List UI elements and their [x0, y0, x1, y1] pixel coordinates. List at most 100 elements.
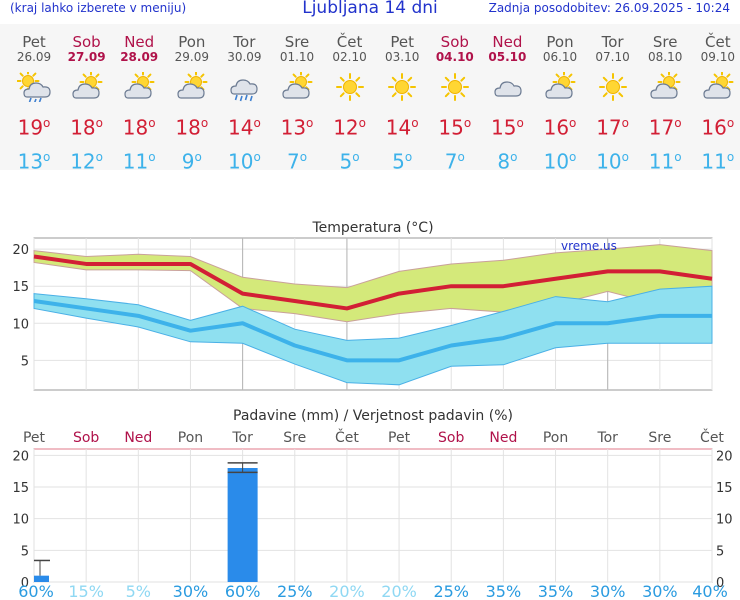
- chart-title: Temperatura (°C): [311, 220, 433, 236]
- x-tick-label: Tor: [596, 430, 618, 446]
- day-column: Ned 28.09 18o 11o: [113, 24, 165, 173]
- day-name: Pet: [390, 33, 414, 51]
- max-temp: 17o: [596, 115, 629, 140]
- day-name: Ned: [492, 33, 523, 51]
- chart-title: Padavine (mm) / Verjetnost padavin (%): [233, 408, 513, 424]
- day-column: Pet 26.09 19o 13o: [8, 24, 60, 173]
- min-temp: 7o: [444, 149, 465, 174]
- probability-label: 60%: [225, 582, 261, 600]
- cloud-icon: [494, 81, 522, 97]
- day-name: Ned: [124, 33, 155, 51]
- probability-label: 35%: [486, 582, 522, 600]
- probability-label: 40%: [692, 582, 728, 600]
- min-temp: 7o: [286, 149, 308, 174]
- y-tick-label: 15: [12, 481, 29, 496]
- sun-cloud-icon: [71, 72, 103, 99]
- sun-icon: [598, 73, 627, 101]
- y-tick-label-right: 5: [716, 544, 724, 559]
- day-date: 08.10: [648, 50, 683, 64]
- x-tick-label: Pon: [543, 430, 568, 446]
- max-temp: 16o: [701, 115, 735, 140]
- day-name: Pon: [178, 33, 206, 51]
- precipitation-chart: Padavine (mm) / Verjetnost padavin (%) Pe…: [12, 408, 733, 600]
- temperature-chart: 5 10 15 20 Temperatura (°C) vreme.us: [12, 220, 713, 391]
- day-column: Sob 04.10 15o 7o: [429, 24, 481, 173]
- y-tick-label: 20: [12, 449, 29, 464]
- sun-cloud-icon: [650, 72, 681, 99]
- min-temp: 10o: [227, 149, 261, 174]
- max-temp: 14o: [227, 115, 261, 140]
- min-temp-line: [33, 299, 712, 363]
- x-tick-label: Sre: [648, 430, 671, 446]
- max-temp: 14o: [385, 115, 419, 140]
- probability-label: 25%: [433, 582, 469, 600]
- sun-icon: [335, 73, 364, 101]
- x-tick-label: Tor: [231, 430, 253, 446]
- min-temp: 11o: [648, 149, 682, 174]
- y-tick-label: 0: [21, 576, 29, 591]
- day-name: Čet: [705, 33, 731, 51]
- day-date: 27.09: [67, 50, 106, 64]
- sun-cloud-icon: [545, 72, 576, 99]
- min-temp: 10o: [596, 149, 629, 174]
- max-temp: 16o: [543, 115, 577, 140]
- day-column: Pon 06.10 16o 10o: [534, 24, 586, 173]
- sun-cloud-rain-icon: [17, 72, 51, 102]
- probability-label: 30%: [642, 582, 678, 600]
- day-date: 02.10: [332, 50, 367, 64]
- day-date: 28.09: [120, 50, 159, 64]
- min-temp: 5o: [339, 149, 360, 174]
- y-tick-label: 10: [12, 513, 29, 528]
- x-tick-label: Čet: [335, 428, 359, 446]
- sun-icon: [388, 73, 417, 101]
- max-temp: 18o: [122, 115, 156, 140]
- probability-label: 30%: [173, 582, 209, 600]
- min-temp: 9o: [181, 149, 202, 174]
- y-tick-label-right: 0: [716, 576, 724, 591]
- precipitation-bar: [227, 468, 258, 582]
- max-temp: 12o: [333, 115, 366, 140]
- day-date: 06.10: [542, 50, 578, 64]
- plot-frame: [33, 448, 713, 583]
- watermark: vreme.us: [561, 239, 617, 253]
- day-date: 30.09: [227, 50, 262, 64]
- max-temp: 19o: [17, 115, 51, 140]
- max-temp: 18o: [70, 115, 103, 140]
- probability-label: 20%: [329, 582, 365, 600]
- day-name: Sre: [284, 33, 310, 51]
- x-tick-label: Ned: [489, 430, 517, 446]
- day-name: Sre: [652, 33, 678, 51]
- min-temp: 13o: [17, 149, 51, 174]
- y-tick-label: 5: [21, 354, 29, 369]
- page-header: (kraj lahko izberete v meniju) Ljubljana…: [0, 0, 740, 22]
- day-name: Čet: [336, 33, 363, 51]
- max-temp: 15o: [438, 115, 472, 140]
- precipitation-bar: [34, 575, 49, 582]
- sun-cloud-icon: [177, 72, 208, 99]
- page-title: Ljubljana 14 dni: [302, 0, 438, 18]
- y-tick-label-right: 10: [716, 513, 733, 528]
- min-temp: 11o: [701, 149, 735, 174]
- y-tick-label: 10: [12, 317, 29, 332]
- x-tick-label: Pon: [178, 430, 203, 446]
- day-column: Pon 29.09 18o 9o: [166, 24, 218, 173]
- min-temp: 12o: [70, 149, 103, 174]
- x-tick-label: Sob: [438, 430, 464, 446]
- y-tick-label: 15: [12, 280, 29, 295]
- x-tick-label: Čet: [700, 428, 724, 446]
- day-name: Sob: [72, 33, 101, 51]
- day-column: Ned 05.10 15o 8o: [481, 24, 533, 173]
- min-temp: 5o: [392, 149, 413, 174]
- forecast-strip: Pet 26.09 19o 13o Sob 27.09 18o 12o Ned 28.09 18o 1…: [0, 24, 740, 173]
- y-tick-label-right: 15: [716, 481, 733, 496]
- x-tick-label: Sob: [73, 430, 99, 446]
- x-tick-label: Ned: [124, 430, 152, 446]
- day-name: Tor: [601, 33, 624, 51]
- probability-label: 20%: [381, 582, 417, 600]
- max-temp: 15o: [490, 115, 524, 140]
- menu-hint[interactable]: (kraj lahko izberete v meniju): [10, 1, 187, 15]
- day-name: Pet: [22, 33, 46, 51]
- y-tick-label: 20: [12, 243, 29, 258]
- day-date: 29.09: [174, 50, 209, 64]
- max-temp: 13o: [280, 115, 314, 140]
